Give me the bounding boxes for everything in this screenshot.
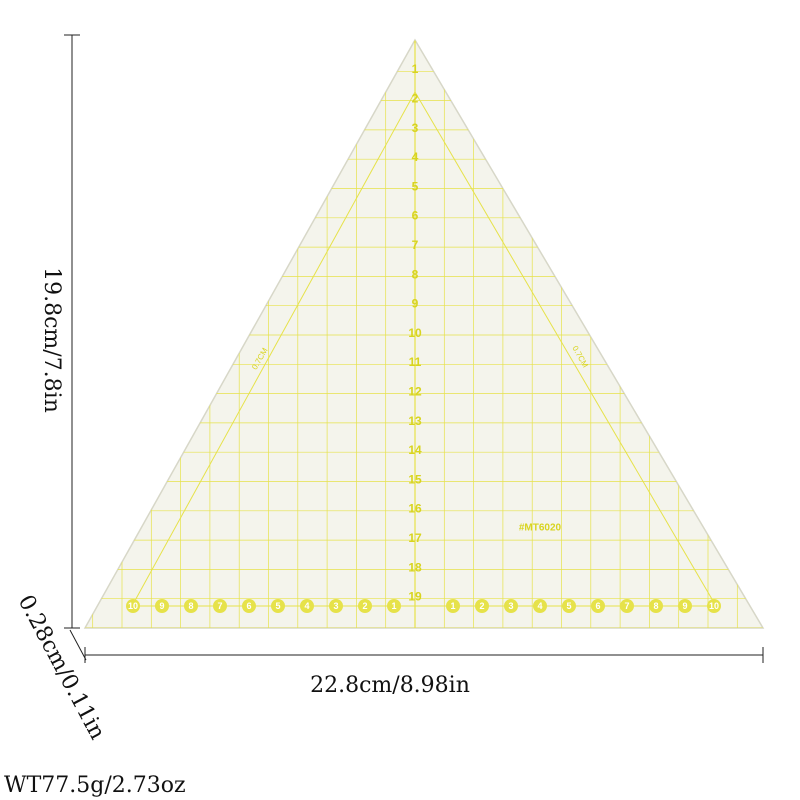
number-dot xyxy=(184,599,198,613)
ruler-number: 14 xyxy=(408,443,422,457)
ruler-number: 10 xyxy=(408,326,422,340)
number-dot xyxy=(358,599,372,613)
ruler-number: 2 xyxy=(362,601,367,611)
number-dot xyxy=(155,599,169,613)
ruler-number: 7 xyxy=(412,238,419,252)
seam-line xyxy=(131,90,717,607)
ruler-number: 15 xyxy=(408,472,422,486)
ruler-number: 19 xyxy=(408,590,422,604)
number-dot xyxy=(126,599,140,613)
number-dot xyxy=(620,599,634,613)
ruler-number: 4 xyxy=(304,601,309,611)
dimension-lines xyxy=(64,34,764,663)
number-dot xyxy=(707,599,721,613)
height-label: 19.8cm/7.8in xyxy=(39,267,64,413)
ruler-number: 1 xyxy=(412,62,419,76)
ruler-number: 5 xyxy=(412,179,419,193)
ruler-number: 6 xyxy=(246,601,251,611)
ruler-number: 5 xyxy=(275,601,280,611)
ruler-number: 7 xyxy=(217,601,222,611)
ruler-number: 10 xyxy=(709,601,719,611)
number-dot xyxy=(562,599,576,613)
ruler-number: 3 xyxy=(508,601,513,611)
width-label: 22.8cm/8.98in xyxy=(310,673,470,698)
ruler-number: 16 xyxy=(408,502,422,516)
number-dot xyxy=(300,599,314,613)
number-dot xyxy=(271,599,285,613)
ruler-number: 3 xyxy=(412,121,419,135)
number-dot xyxy=(504,599,518,613)
number-dot xyxy=(213,599,227,613)
number-dot xyxy=(475,599,489,613)
ruler-number: 18 xyxy=(408,560,422,574)
ruler-number: 5 xyxy=(566,601,571,611)
number-dot xyxy=(678,599,692,613)
ruler-number: 7 xyxy=(624,601,629,611)
ruler-number: 4 xyxy=(537,601,542,611)
ruler-number: 9 xyxy=(159,601,164,611)
ruler-number: 8 xyxy=(188,601,193,611)
ruler-number: 13 xyxy=(408,414,422,428)
model-label: #MT6020 xyxy=(519,523,562,534)
ruler-number: 1 xyxy=(450,601,455,611)
ruler-number: 2 xyxy=(412,91,419,105)
ruler-number: 2 xyxy=(479,601,484,611)
number-dot xyxy=(591,599,605,613)
weight-label: WT77.5g/2.73oz xyxy=(4,773,186,798)
number-dot xyxy=(242,599,256,613)
ruler-number: 11 xyxy=(409,355,422,369)
ruler-number: 6 xyxy=(595,601,600,611)
ruler-number: 8 xyxy=(653,601,658,611)
number-dot xyxy=(533,599,547,613)
ruler-number: 4 xyxy=(412,150,419,164)
ruler-number: 12 xyxy=(408,384,422,398)
ruler-number: 8 xyxy=(412,267,419,281)
ruler-number: 17 xyxy=(408,531,422,545)
ruler-number: 9 xyxy=(682,601,687,611)
number-dot xyxy=(446,599,460,613)
ruler-number: 9 xyxy=(412,297,419,311)
number-dot xyxy=(329,599,343,613)
number-dot xyxy=(387,599,401,613)
ruler-number: 6 xyxy=(412,209,419,223)
ruler-number: 1 xyxy=(391,601,396,611)
ruler-number: 10 xyxy=(128,601,138,611)
ruler-number: 3 xyxy=(333,601,338,611)
number-dot xyxy=(649,599,663,613)
